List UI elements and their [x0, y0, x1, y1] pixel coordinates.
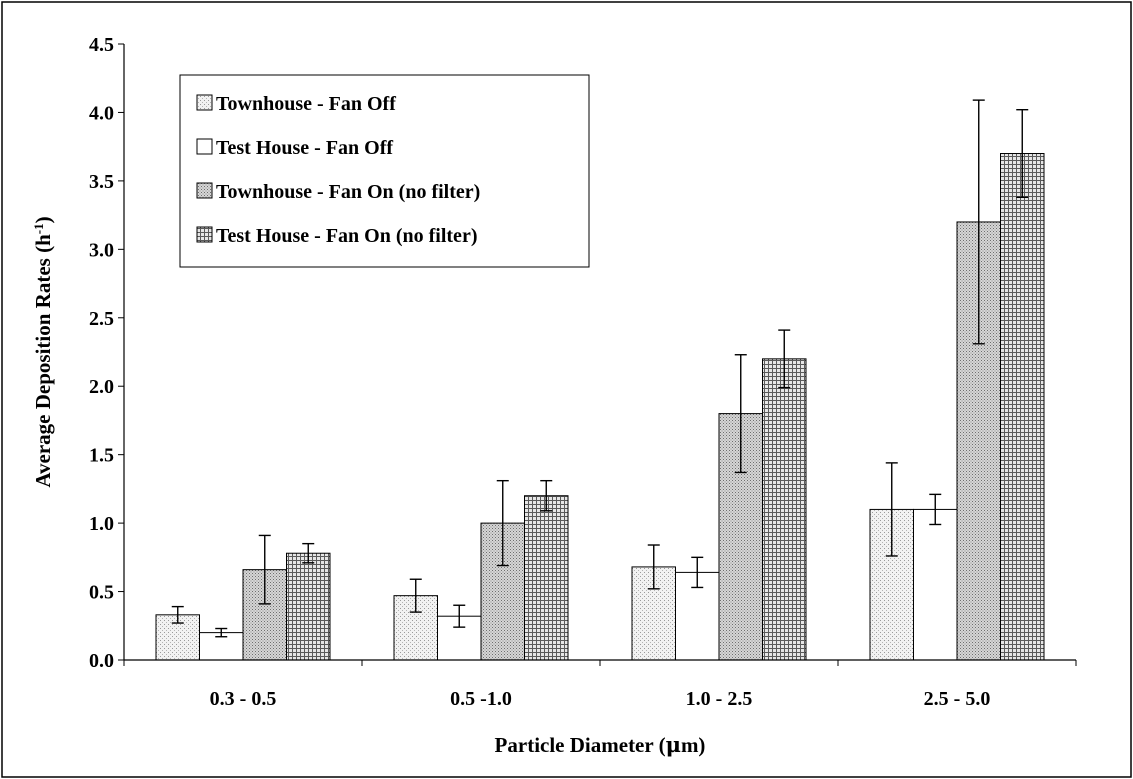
legend-swatch	[196, 94, 213, 111]
x-tick-label: 1.0 - 2.5	[686, 688, 753, 710]
y-tick-label: 1.5	[89, 445, 114, 467]
bar	[286, 552, 331, 661]
legend-label: Townhouse - Fan On (no filter)	[216, 181, 480, 203]
y-tick-label: 2.0	[89, 376, 114, 398]
legend-label: Test House - Fan On (no filter)	[216, 225, 477, 247]
x-tick-label: 0.5 -1.0	[450, 688, 512, 710]
y-tick-label: 3.5	[89, 171, 114, 193]
y-tick-label: 0.5	[89, 582, 114, 604]
y-tick-label: 4.0	[89, 102, 114, 124]
x-axis-title: Particle Diameter (μm)	[495, 732, 706, 757]
bar	[1000, 153, 1045, 661]
legend-box	[179, 74, 590, 268]
error-bars	[171, 99, 1029, 638]
bar	[524, 495, 569, 661]
y-tick-label: 0.0	[89, 650, 114, 672]
x-tick-label: 0.3 - 0.5	[210, 688, 277, 710]
bar	[913, 508, 958, 661]
y-axis-ticks: 0.0 0.5 1.0 1.5 2.0 2.5 3.0 3.5 4.0 4.5	[89, 34, 124, 672]
bars	[155, 153, 1045, 661]
legend-swatch	[196, 138, 213, 155]
y-tick-label: 3.0	[89, 239, 114, 261]
bar	[762, 358, 807, 661]
legend-label: Test House - Fan Off	[216, 137, 393, 159]
x-tick-label: 2.5 - 5.0	[924, 688, 991, 710]
legend-label: Townhouse - Fan Off	[216, 93, 396, 115]
y-tick-label: 1.0	[89, 513, 114, 535]
y-tick-label: 2.5	[89, 308, 114, 330]
legend-swatch	[196, 182, 213, 199]
legend: Townhouse - Fan Off Test House - Fan Off T…	[179, 74, 590, 268]
legend-swatch	[196, 226, 213, 243]
x-axis-ticks: 0.3 - 0.5 0.5 -1.0 1.0 - 2.5 2.5 - 5.0	[123, 660, 1077, 710]
y-tick-label: 4.5	[89, 34, 114, 56]
y-axis-title: Average Deposition Rates (h-1)	[31, 216, 56, 487]
